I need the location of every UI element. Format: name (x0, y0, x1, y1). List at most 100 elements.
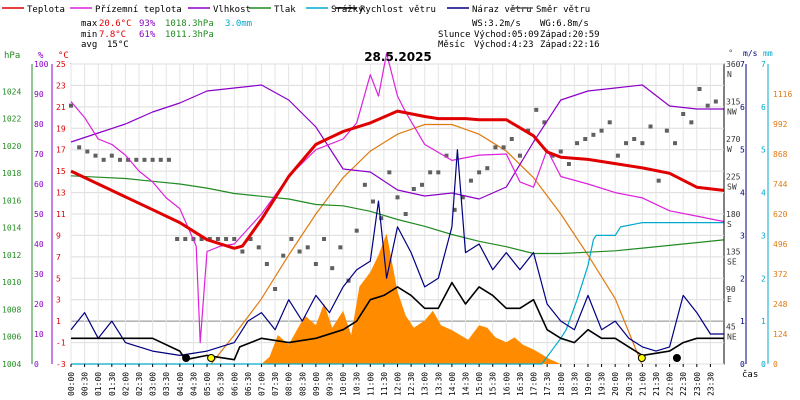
direction-point (411, 187, 416, 191)
direction-point (485, 166, 490, 171)
direction-point (648, 124, 653, 129)
direction-point (550, 153, 555, 158)
stats-max-hum: 93% (139, 19, 156, 29)
x-tick-label: 23:30 (706, 372, 715, 396)
x-tick-label: 11:00 (366, 372, 375, 396)
series-line (71, 281, 724, 361)
tick-label-direction: 180 (726, 210, 741, 219)
tick-label-humidity: 20 (34, 300, 44, 309)
direction-point (673, 141, 678, 146)
direction-point (240, 249, 245, 254)
sun-rise: Východ:05:09 (474, 30, 539, 40)
axes-layer: hPa1004100610081010101210141016101810201… (2, 49, 792, 396)
legend: Teplota Přízemní teplota Vlhkost Tlak Srážky… (2, 5, 590, 15)
sun-label: Slunce (438, 30, 471, 40)
x-tick-label: 03:00 (149, 372, 158, 396)
direction-point (566, 162, 571, 166)
x-tick-label: 12:30 (407, 372, 416, 396)
x-tick-label: 19:30 (598, 372, 607, 396)
series-line (70, 84, 724, 200)
chart-title: 28.5.2025 (364, 50, 432, 64)
tick-label-temperature: 15 (56, 167, 66, 176)
x-tick-label: 15:30 (489, 372, 498, 396)
stats-min-temp: 7.8°C (99, 30, 126, 40)
x-tick-label: 18:00 (557, 372, 566, 396)
series-line (70, 175, 724, 255)
x-axis-label: čas (742, 369, 758, 380)
x-tick-label: 12:00 (394, 372, 403, 396)
tick-label-wind: 4 (740, 189, 745, 198)
direction-point (330, 266, 335, 271)
tick-label-direction: 315 (726, 98, 741, 107)
tick-label-temperature: 1 (56, 317, 61, 326)
direction-point (362, 182, 367, 187)
direction-point (224, 237, 229, 241)
wind-wg: WG:6.8m/s (540, 19, 589, 29)
tick-label-solar: 992 (773, 120, 788, 129)
series-line (70, 109, 724, 250)
direction-point (322, 237, 327, 241)
direction-point (526, 128, 531, 133)
tick-label-solar: 0 (773, 360, 778, 369)
tick-label-temperature: 9 (56, 231, 61, 240)
tick-label-pressure: 1004 (2, 360, 21, 369)
direction-point (436, 170, 441, 175)
legend-item: Srážky (331, 5, 364, 15)
tick-label-rain: 7 (761, 60, 766, 69)
tick-label-temperature: 3 (56, 296, 61, 305)
direction-point (664, 128, 669, 133)
direction-point (305, 245, 310, 250)
stats-block: max 20.6°C 93% 1018.3hPa 3.0mm min 7.8°C… (81, 19, 252, 50)
direction-point (142, 157, 147, 162)
tick-label-rain: 4 (761, 189, 766, 198)
x-tick-label: 14:00 (448, 372, 457, 396)
x-tick-label: 04:00 (176, 372, 185, 396)
direction-point (183, 237, 188, 241)
tick-label-humidity: 10 (34, 330, 44, 339)
tick-label-wind: 0 (740, 360, 745, 369)
x-tick-label: 06:00 (230, 372, 239, 396)
direction-point (501, 145, 506, 150)
tick-label-humidity: 50 (34, 210, 44, 219)
direction-point (632, 137, 637, 141)
direction-point (419, 182, 424, 187)
tick-label-wind: 1 (740, 317, 745, 326)
direction-point (558, 149, 563, 154)
direction-point (624, 141, 629, 146)
direction-point (452, 207, 457, 212)
direction-point (69, 103, 73, 108)
tick-label-temperature: 17 (56, 146, 66, 155)
direction-point (93, 153, 98, 158)
x-tick-label: 04:30 (189, 372, 198, 396)
axis-unit-humidity: % (38, 51, 44, 61)
series-line (70, 52, 724, 344)
x-tick-label: 09:30 (325, 372, 334, 396)
stats-max-press: 1018.3hPa (165, 19, 214, 29)
direction-point (468, 178, 473, 183)
tick-label-pressure: 1010 (2, 278, 21, 287)
direction-point (681, 112, 686, 116)
direction-point (264, 262, 269, 266)
direction-point (77, 145, 82, 150)
tick-label-direction-name: W (727, 145, 732, 154)
direction-point (134, 157, 139, 162)
direction-point (428, 170, 433, 175)
tick-label-humidity: 60 (34, 180, 44, 189)
direction-point (117, 157, 122, 162)
axis-unit-wind: m/s (743, 49, 758, 58)
tick-label-humidity: 100 (34, 60, 49, 69)
tick-label-direction: 225 (726, 173, 741, 182)
series-solar_radiation (71, 233, 724, 364)
direction-point (460, 195, 465, 200)
x-tick-label: 23:00 (693, 372, 702, 396)
x-tick-label: 00:00 (67, 372, 76, 396)
series-solar_theoretical (210, 123, 643, 365)
direction-point (477, 170, 482, 175)
tick-label-humidity: 40 (34, 240, 44, 249)
direction-point (542, 120, 547, 125)
tick-label-wind: 7 (740, 60, 745, 69)
tick-label-wind: 5 (740, 146, 745, 155)
direction-point (615, 153, 620, 158)
tick-label-direction: 90 (726, 285, 736, 294)
